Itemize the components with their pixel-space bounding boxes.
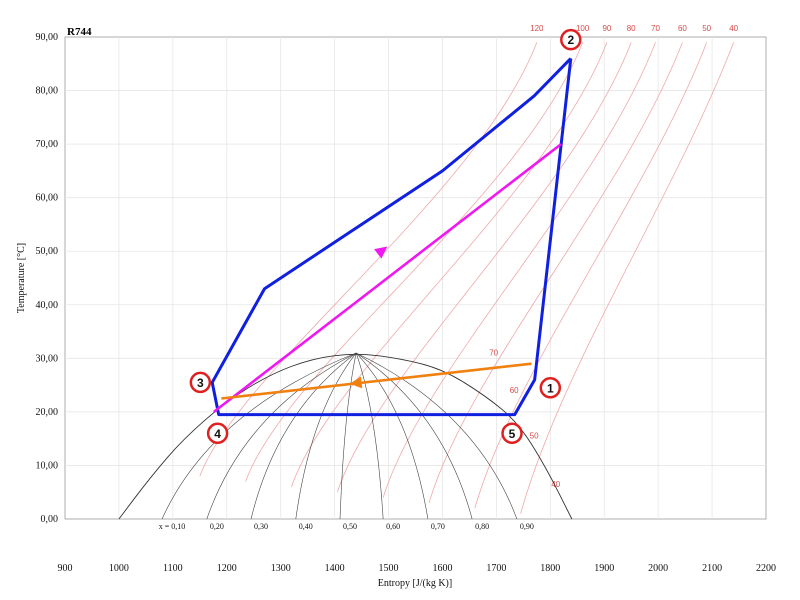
quality-line — [356, 352, 518, 520]
x-tick-label: 2200 — [756, 563, 776, 574]
state-point-4 — [206, 422, 229, 445]
state-point-label: 4 — [214, 427, 221, 441]
y-axis-ticks: 0,00 10,00 20,00 30,00 40,00 50,00 60,00 70,00 8… — [36, 32, 59, 525]
x-tick-label: 2000 — [648, 563, 668, 574]
isobar-inline-label: 40 — [551, 480, 560, 489]
x-tick-label: 1300 — [271, 563, 291, 574]
isobar-top-label: 60 — [678, 24, 687, 33]
y-tick-label: 90,00 — [36, 32, 59, 43]
series-cooled-fluid — [221, 362, 532, 400]
quality-label: 0,60 — [386, 522, 400, 531]
plot-area — [64, 36, 767, 520]
state-point-label: 1 — [547, 381, 554, 395]
y-axis-title: Temperature [°C] — [16, 243, 27, 313]
y-tick-label: 20,00 — [36, 407, 59, 418]
isobar-top-label: 50 — [702, 24, 711, 33]
quality-label: 0,50 — [343, 522, 357, 531]
state-point-label: 2 — [567, 33, 574, 47]
quality-line — [355, 352, 384, 520]
x-tick-label: 1200 — [217, 563, 237, 574]
state-point-2 — [560, 28, 582, 51]
arrow-cooled-fluid — [349, 376, 363, 389]
isobar-top-label: 80 — [627, 24, 636, 33]
x-axis-ticks: 900 1000 1100 1200 1300 1400 1500 1600 1700 1800 1… — [58, 563, 777, 574]
quality-label: 0,80 — [475, 522, 489, 531]
quality-label: 0,90 — [520, 522, 534, 531]
isobar-line — [199, 42, 538, 477]
isobar-line — [428, 42, 683, 504]
x-tick-label: 1100 — [163, 563, 183, 574]
y-tick-label: 30,00 — [36, 353, 59, 364]
x-axis-title: Entropy [J/(kg K)] — [378, 578, 452, 589]
quality-label: 0,30 — [254, 522, 268, 531]
y-tick-label: 40,00 — [36, 300, 59, 311]
series-heated-fluid — [213, 143, 562, 413]
state-point-label: 3 — [197, 376, 204, 390]
quality-line — [339, 352, 357, 520]
quality-label: 0,20 — [210, 522, 224, 531]
x-tick-label: 1000 — [109, 563, 129, 574]
isobar-top-label: 120 — [530, 24, 544, 33]
x-tick-label: 2100 — [702, 563, 722, 574]
quality-line — [250, 352, 357, 520]
isobar-top-label: 40 — [729, 24, 738, 33]
state-point-1 — [539, 377, 562, 399]
isobar-line — [382, 42, 656, 498]
quality-label: 0,40 — [299, 522, 313, 531]
x-tick-label: 1500 — [379, 563, 399, 574]
y-tick-label: 0,00 — [41, 514, 59, 525]
isobar-line — [245, 42, 584, 482]
y-tick-label: 50,00 — [36, 246, 59, 257]
saturation-dome: x = 0,10 0,20 0,30 0,40 0,50 0,60 0,70 0,80 0,90 — [118, 352, 573, 531]
state-point-label: 5 — [509, 427, 516, 441]
quality-line — [355, 352, 429, 520]
quality-line — [295, 352, 357, 520]
y-tick-label: 70,00 — [36, 139, 59, 150]
isobar-lines: 120 100 90 80 70 60 50 40 70 60 50 40 — [199, 24, 739, 514]
chart-title: R744 — [67, 26, 92, 38]
y-tick-label: 10,00 — [36, 460, 59, 471]
y-tick-label: 60,00 — [36, 193, 59, 204]
state-point-3 — [189, 371, 212, 394]
series-cycle — [210, 57, 573, 417]
x-tick-label: 1600 — [432, 563, 452, 574]
quality-label: x = 0,10 — [159, 522, 186, 531]
quality-line — [356, 352, 473, 520]
y-tick-label: 80,00 — [36, 86, 59, 97]
arrow-heated-fluid — [374, 246, 388, 259]
isobar-line — [520, 42, 735, 514]
isobar-line — [474, 42, 708, 509]
quality-label: 0,70 — [431, 522, 445, 531]
x-tick-label: 1800 — [540, 563, 560, 574]
x-tick-label: 1900 — [594, 563, 614, 574]
x-tick-label: 1700 — [486, 563, 506, 574]
quality-line — [161, 352, 357, 520]
cycle-series — [210, 57, 573, 417]
isobar-line — [336, 42, 632, 493]
saturation-curve — [118, 353, 573, 520]
state-point-5 — [501, 422, 523, 445]
isobar-inline-label: 60 — [510, 386, 519, 395]
isobar-inline-label: 70 — [489, 349, 498, 358]
isobar-top-label: 100 — [576, 24, 590, 33]
isobar-top-label: 90 — [602, 24, 611, 33]
isobar-inline-label: 50 — [530, 432, 539, 441]
x-tick-label: 900 — [58, 563, 73, 574]
x-tick-label: 1400 — [325, 563, 345, 574]
quality-line — [206, 352, 357, 520]
isobar-top-label: 70 — [651, 24, 660, 33]
state-points: 1 2 3 4 5 — [189, 28, 582, 445]
isobar-line — [291, 42, 608, 487]
